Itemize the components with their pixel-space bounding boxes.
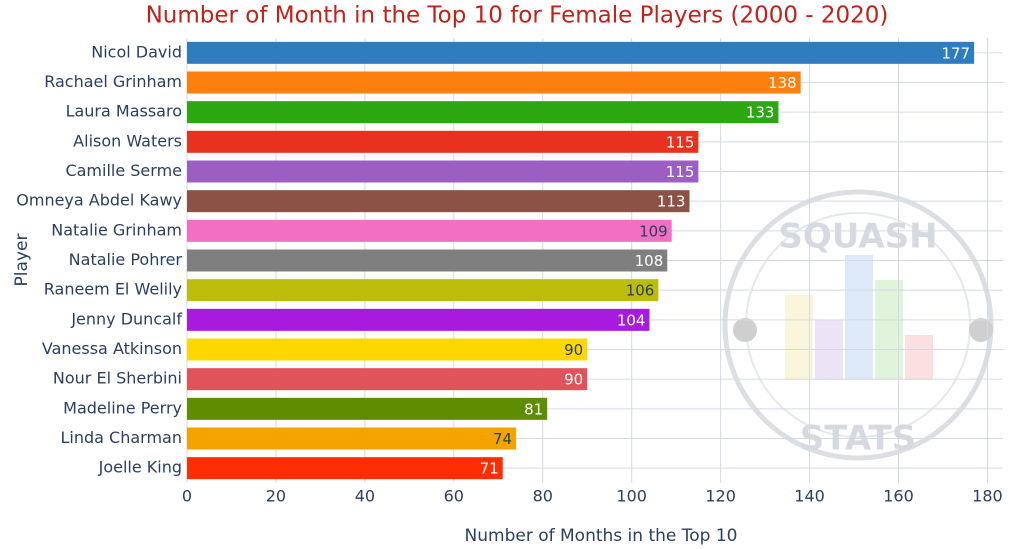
bar [187,71,801,94]
watermark-ball [969,318,993,342]
y-tick-label: Raneem El Welily [44,280,182,299]
value-label: 81 [524,400,543,418]
watermark-ring [722,189,994,461]
y-axis-label: Player [12,234,32,287]
y-tick-label: Nicol David [91,42,182,61]
bar [187,130,699,153]
value-label: 115 [666,163,695,181]
bar [187,219,672,242]
x-tick-label: 120 [705,487,736,506]
watermark: SQUASH STATS [722,189,994,461]
bar [187,338,588,361]
bar [187,160,699,183]
x-tick-label: 160 [883,487,914,506]
value-label: 138 [768,74,797,92]
value-label: 133 [746,104,775,122]
x-tick-label: 100 [616,487,647,506]
value-label: 74 [493,430,512,448]
bar [187,249,668,272]
value-label: 106 [626,282,655,300]
value-label: 104 [617,311,646,329]
chart-title: Number of Month in the Top 10 for Female… [146,3,889,29]
y-tick-label: Vanessa Atkinson [42,339,182,358]
bar [187,101,779,124]
x-tick-label: 60 [444,487,464,506]
watermark-bar [845,255,873,380]
x-tick-label: 80 [533,487,553,506]
x-tick-label: 20 [266,487,286,506]
x-tick-label: 0 [182,487,192,506]
value-label: 90 [564,371,583,389]
x-tick-label: 40 [355,487,375,506]
value-label: 177 [941,44,970,62]
y-tick-label: Madeline Perry [63,398,182,417]
y-tick-label: Natalie Grinham [51,220,182,239]
watermark-bar [785,295,813,380]
watermark-bar [905,335,933,380]
watermark-ring [745,212,971,438]
value-label: 90 [564,341,583,359]
value-label: 115 [666,133,695,151]
bar [187,397,548,420]
y-tick-label: Alison Waters [73,131,182,150]
y-tick-label: Laura Massaro [66,102,182,121]
y-tick-label: Joelle King [98,458,182,477]
y-tick-label: Nour El Sherbini [53,369,182,388]
bar [187,308,650,331]
bar [187,427,517,450]
y-tick-label: Omneya Abdel Kawy [16,191,182,210]
x-axis-label: Number of Months in the Top 10 [465,526,738,546]
bar [187,279,659,302]
y-tick-label: Camille Serme [65,161,182,180]
bar [187,457,503,480]
watermark-ball [733,318,757,342]
y-tick-label: Rachael Grinham [44,72,182,91]
bar [187,41,975,64]
value-label: 108 [635,252,664,270]
y-tick-label: Linda Charman [61,428,183,447]
value-label: 109 [639,222,668,240]
watermark-text: SQUASH [778,217,937,257]
x-tick-label: 180 [972,487,1003,506]
bar [187,368,588,391]
y-tick-label: Jenny Duncalf [70,309,182,328]
x-tick-label: 140 [794,487,825,506]
bar [187,190,690,213]
y-tick-label: Natalie Pohrer [69,250,183,269]
value-label: 113 [657,193,686,211]
value-label: 71 [480,460,499,478]
